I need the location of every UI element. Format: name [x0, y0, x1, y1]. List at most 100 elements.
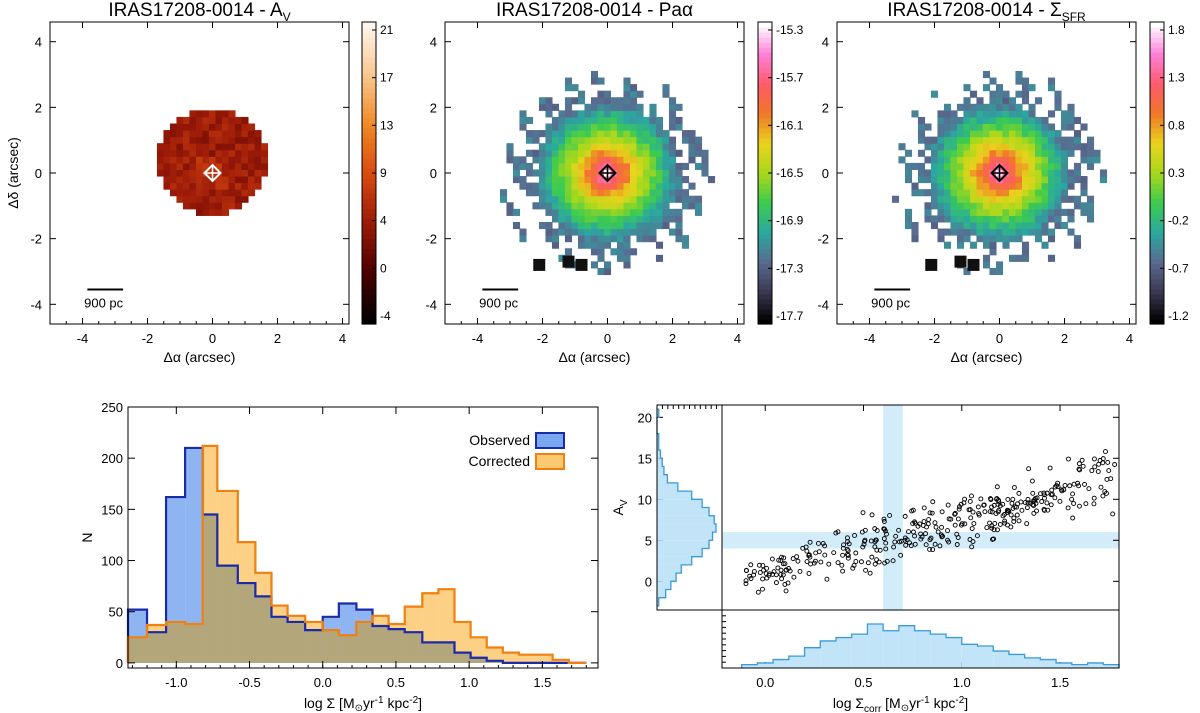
- xlabel-exp: -1: [921, 695, 930, 706]
- map-pixel: [215, 136, 223, 144]
- map-pixel: [937, 208, 945, 216]
- map-pixel: [616, 182, 625, 190]
- map-pixel: [241, 123, 249, 131]
- title-sub: SFR: [1062, 10, 1086, 24]
- map-pixel: [208, 130, 217, 138]
- map-pixels: [499, 70, 716, 276]
- map-pixel: [943, 176, 952, 184]
- map-pixel: [930, 221, 939, 230]
- map-pixel: [202, 176, 210, 184]
- map-pixel: [506, 202, 514, 210]
- x-tick-label: 2: [1061, 331, 1068, 346]
- map-pixel: [603, 182, 612, 190]
- map-pixel: [603, 202, 612, 210]
- map-pixel: [969, 195, 978, 203]
- colorbar-swatch: [1150, 248, 1164, 255]
- map-pixel: [1028, 136, 1036, 144]
- map-pixel: [950, 149, 958, 157]
- colorbar-swatch: [758, 47, 772, 53]
- map-pixel: [636, 182, 644, 190]
- y-tick-label: 4: [822, 35, 829, 50]
- scatter-point: [881, 519, 887, 524]
- map-pixel: [982, 156, 991, 164]
- map-pixel: [163, 182, 171, 190]
- map-pixel: [202, 149, 210, 157]
- map-pixel: [930, 90, 939, 98]
- x-tick-label: 1.5: [533, 675, 551, 690]
- map-pixel: [584, 195, 592, 203]
- map-pixel: [202, 189, 210, 197]
- map-pixel: [1028, 221, 1036, 230]
- map-pixel: [925, 258, 938, 271]
- scatter-point: [755, 589, 761, 595]
- map-pixel: [590, 103, 599, 111]
- scatter-point: [930, 547, 936, 553]
- scatter-point: [996, 507, 1002, 513]
- map-pixel: [551, 116, 560, 125]
- map-pixel: [629, 228, 638, 236]
- scatter-point: [1002, 520, 1008, 526]
- scatter-point: [1033, 500, 1039, 506]
- map-pixel: [1008, 110, 1017, 118]
- scatter-point: [869, 554, 875, 560]
- map-pixel: [590, 149, 599, 157]
- map-pixel: [943, 143, 952, 151]
- map-pixel: [176, 169, 184, 177]
- map-pixel: [668, 116, 677, 125]
- map-pixel: [1041, 136, 1049, 144]
- histogram-overlap-bar: [287, 621, 306, 663]
- map-pixel: [584, 169, 592, 177]
- colorbar-swatch: [1150, 147, 1164, 154]
- map-pixel: [551, 162, 560, 170]
- scatter-point: [877, 547, 883, 553]
- map-pixel: [241, 116, 249, 125]
- map-pixel: [603, 156, 612, 164]
- y-tick-label: 0: [822, 166, 829, 181]
- map-pixel: [519, 182, 527, 190]
- map-pixel: [616, 136, 625, 144]
- map-pixel: [1054, 103, 1062, 111]
- scatter-point: [882, 526, 887, 532]
- map-pixel: [649, 189, 657, 197]
- map-pixel: [603, 221, 612, 230]
- scatter-point: [984, 525, 990, 531]
- map-pixel: [930, 136, 939, 144]
- map-pixel: [590, 228, 599, 236]
- scatter-point: [1065, 505, 1071, 511]
- map-pixel: [982, 169, 991, 177]
- map-pixel: [584, 130, 592, 138]
- map-pixel: [254, 182, 262, 190]
- map-pixel: [1008, 169, 1017, 177]
- map-pixel: [603, 208, 612, 216]
- map-pixel: [610, 221, 618, 230]
- map-pixel: [202, 202, 210, 210]
- map-pixel: [1034, 202, 1043, 210]
- colorbar-swatch: [1150, 107, 1164, 114]
- histogram-overlap-bar: [271, 616, 288, 663]
- map-pixel: [1073, 241, 1082, 249]
- map-pixel: [590, 116, 599, 125]
- map-pixel: [1067, 110, 1075, 118]
- map-pixel: [1021, 90, 1030, 98]
- map-pixel: [1028, 176, 1036, 184]
- map-pixel: [982, 182, 991, 190]
- map-pixel: [1008, 208, 1017, 216]
- scatter-point: [808, 561, 814, 567]
- map-pixel: [1067, 103, 1075, 111]
- map-pixel: [221, 162, 230, 170]
- scatter-point: [785, 580, 791, 586]
- colorbar-swatch: [362, 303, 376, 310]
- scatter-point: [1076, 466, 1082, 472]
- map-pixel: [668, 215, 677, 223]
- map-pixel: [943, 202, 952, 210]
- map-pixel: [937, 235, 945, 243]
- map-pixel: [558, 208, 566, 216]
- map-pixel: [590, 215, 599, 223]
- y-hist-bar: [657, 564, 682, 574]
- map-pixel: [956, 149, 965, 157]
- map-pixel: [636, 156, 644, 164]
- colorbar-tick-label: 0.3: [1168, 166, 1185, 180]
- scatter-point: [1069, 496, 1075, 502]
- scatter-point: [760, 576, 766, 582]
- scatter-point: [1058, 487, 1064, 493]
